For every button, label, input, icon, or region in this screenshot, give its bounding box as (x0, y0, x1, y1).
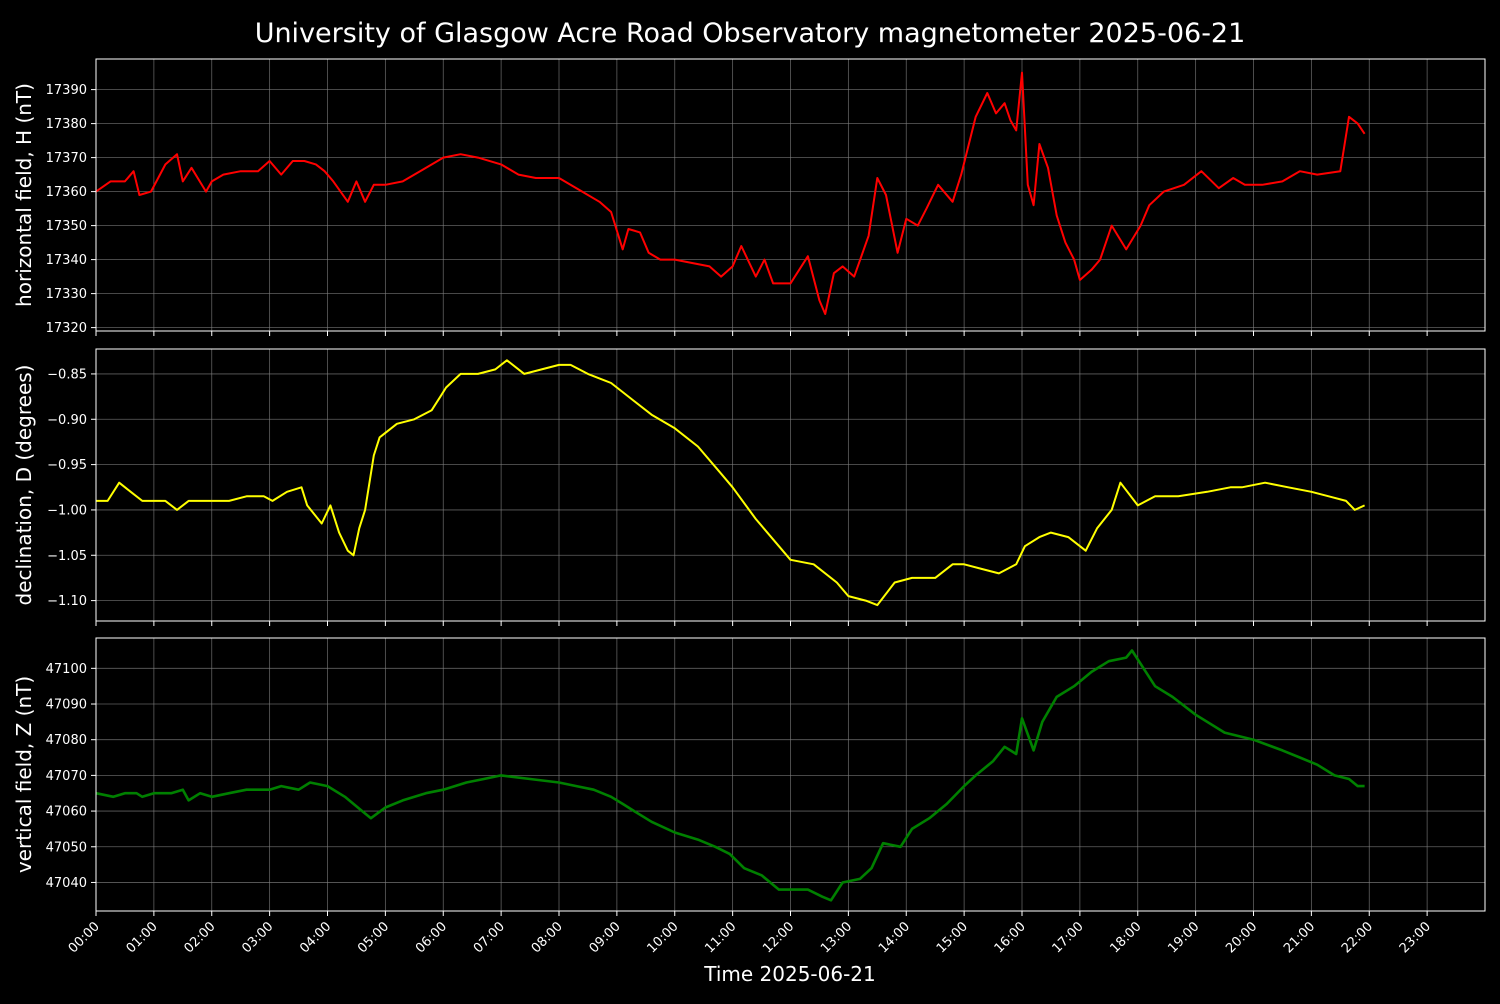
panel-z: 47040 47050 47060 47070 47080 47090 47100 verti… (12, 637, 1486, 956)
y-tick-label: −0.90 (47, 413, 87, 428)
y-tick-label: 17320 (46, 321, 87, 336)
y-tick-label: −0.85 (47, 367, 87, 382)
axes-frame-d (95, 348, 1486, 622)
series-line-h (95, 71, 1366, 315)
series-line-d (96, 359, 1366, 607)
y-tick-label: −1.00 (47, 503, 87, 518)
y-tick-label: 17390 (46, 83, 87, 98)
axes-frame-h (95, 58, 1486, 332)
x-axis-label: Time 2025-06-21 (703, 962, 876, 986)
y-axis-label-d: declination, D (degrees) (12, 365, 36, 606)
y-tick-label: 17330 (46, 287, 87, 302)
y-tick-label: 47060 (46, 805, 87, 820)
y-tick-label: 17340 (46, 253, 87, 268)
y-tick-label: −1.10 (47, 594, 87, 609)
y-axis-label-h: horizontal field, H (nT) (12, 83, 36, 307)
y-tick-label: 17380 (46, 117, 87, 132)
y-tick-label: 47050 (46, 840, 87, 855)
y-tick-label: −1.05 (47, 549, 87, 564)
figure-title: University of Glasgow Acre Road Observat… (255, 18, 1246, 49)
y-tick-label: 47040 (46, 876, 87, 891)
axes-frame-z (95, 637, 1486, 912)
series-line-z (95, 649, 1365, 902)
y-tick-label: 47070 (46, 769, 87, 784)
y-tick-label: 17350 (46, 219, 87, 234)
panel-d: −1.10 −1.05 −1.00 −0.95 −0.90 −0.85 declinatio… (12, 348, 1486, 626)
y-tick-label: 47100 (46, 662, 87, 677)
panel-h: 17320 17330 17340 17350 17360 17370 17380 17390… (12, 58, 1486, 336)
y-tick-label: 17360 (46, 185, 87, 200)
y-tick-label: 47090 (46, 698, 87, 713)
y-tick-label: 47080 (46, 733, 87, 748)
panels: 17320 17330 17340 17350 17360 17370 17380 17390… (12, 58, 1486, 956)
y-tick-label: 17370 (46, 151, 87, 166)
y-tick-label: −0.95 (47, 458, 87, 473)
y-axis-label-z: vertical field, Z (nT) (12, 676, 36, 873)
